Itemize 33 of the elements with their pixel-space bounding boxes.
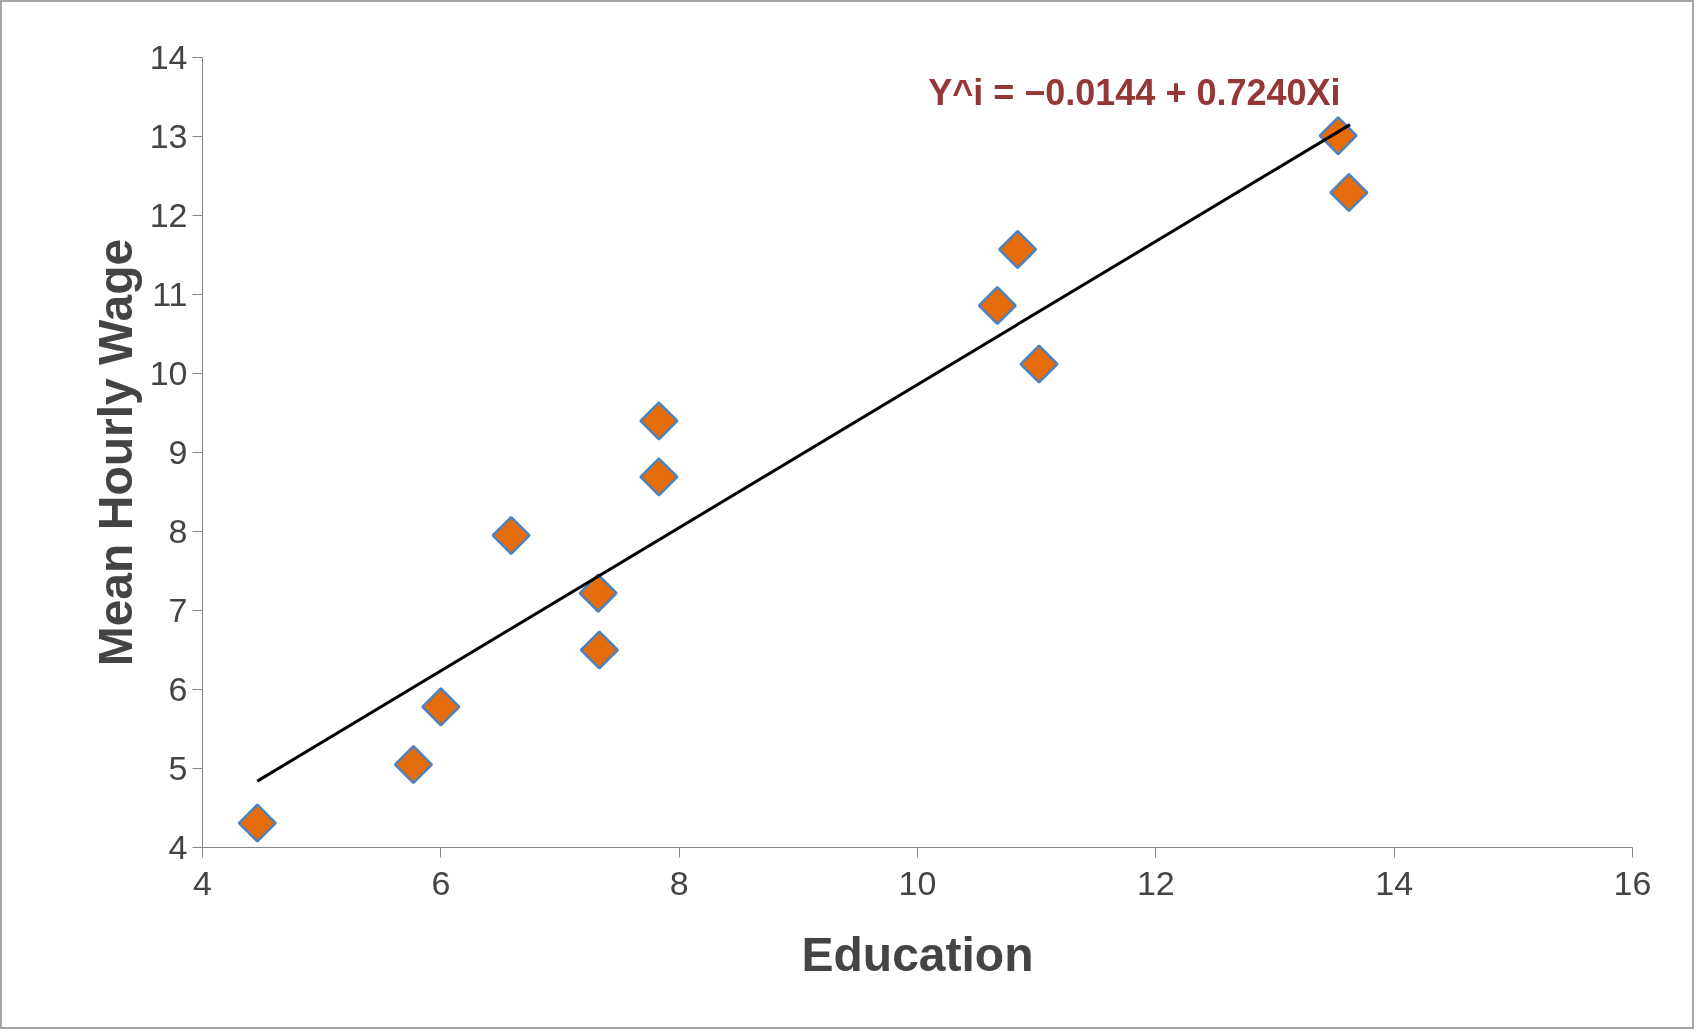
point bbox=[421, 687, 461, 727]
y-tick-label: 5 bbox=[168, 749, 188, 787]
point bbox=[639, 401, 679, 441]
point bbox=[578, 573, 618, 613]
x-tick-label: 14 bbox=[1375, 863, 1414, 902]
point bbox=[1329, 172, 1369, 213]
point bbox=[977, 285, 1017, 326]
x-tick-label: 12 bbox=[1136, 863, 1175, 902]
y-tick-label: 6 bbox=[168, 670, 188, 708]
y-tick-label: 12 bbox=[149, 196, 188, 234]
y-tick-label: 13 bbox=[149, 117, 188, 155]
y-tick-label: 14 bbox=[149, 38, 188, 76]
point bbox=[579, 630, 619, 670]
point bbox=[997, 229, 1038, 270]
x-tick-label: 16 bbox=[1613, 863, 1652, 902]
point bbox=[491, 515, 531, 556]
point bbox=[393, 744, 434, 785]
y-axis-title: Mean Hourly Wage bbox=[88, 238, 142, 667]
y-tick-label: 11 bbox=[152, 275, 188, 313]
point bbox=[1019, 344, 1059, 384]
y-tick-label: 7 bbox=[168, 591, 188, 629]
annotation: Y^i = −0.0144 + 0.7240Xi bbox=[928, 71, 1341, 113]
y-tick-label: 9 bbox=[168, 433, 188, 471]
x-tick-label: 4 bbox=[193, 863, 212, 902]
point bbox=[639, 457, 679, 497]
x-tick-label: 6 bbox=[431, 863, 451, 902]
x-axis-title: Education bbox=[801, 927, 1034, 981]
y-tick-label: 8 bbox=[168, 512, 188, 550]
point bbox=[237, 803, 277, 843]
x-tick-label: 8 bbox=[669, 863, 689, 902]
x-tick-label: 10 bbox=[898, 863, 937, 902]
y-tick-label: 4 bbox=[168, 828, 188, 866]
y-tick-label: 10 bbox=[149, 354, 188, 392]
